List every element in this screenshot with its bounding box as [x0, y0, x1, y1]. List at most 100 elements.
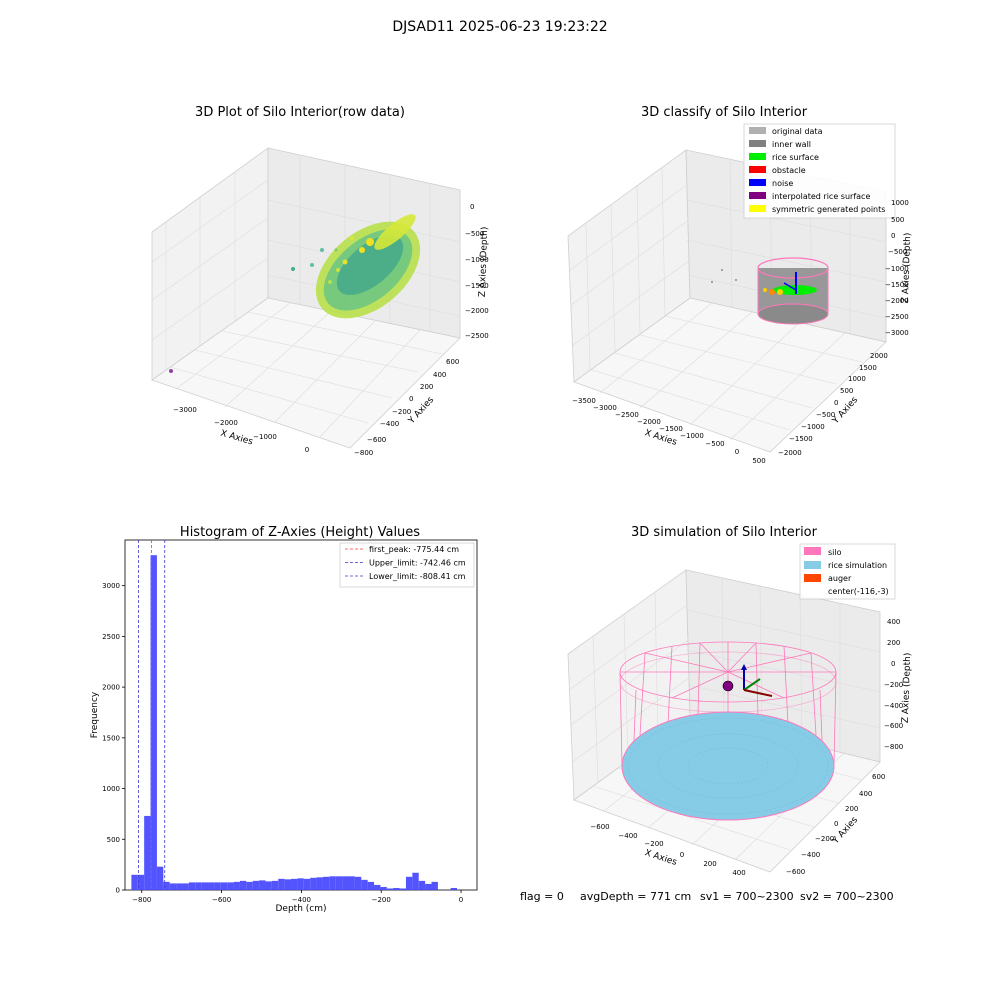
histogram-bar — [354, 876, 362, 890]
classify-legend-swatch — [749, 127, 766, 134]
classify-y-tick: 2000 — [870, 352, 888, 360]
raw-y-tick: 600 — [446, 358, 459, 366]
histogram-bar — [393, 887, 400, 890]
figure-title: DJSAD11 2025-06-23 19:23:22 — [392, 19, 607, 35]
classify-legend-swatch — [749, 192, 766, 199]
histogram-y-ticks: 0 500 1000 1500 2000 2500 3000 — [102, 582, 125, 895]
raw-panel-title: 3D Plot of Silo Interior(row data) — [195, 105, 405, 120]
classify-y-tick: −500 — [816, 411, 835, 419]
simulation-z-label: Z Axies (Depth) — [901, 653, 913, 724]
histogram-bar — [303, 878, 311, 890]
status-sv2: sv2 = 700~2300 — [800, 890, 894, 903]
classify-y-tick: −1500 — [789, 435, 813, 443]
histogram-legend-label: Lower_limit: -808.41 cm — [369, 572, 466, 581]
raw-y-tick: −200 — [392, 408, 411, 416]
histogram-bar — [246, 881, 253, 890]
raw-y-tick: −800 — [354, 449, 373, 457]
histogram-y-tick-label: 500 — [107, 836, 120, 844]
histogram-x-label: Depth (cm) — [275, 904, 326, 914]
histogram-bar — [335, 876, 343, 890]
raw-y-ticks: 600 400 200 0 −200 −400 −600 −800 — [354, 358, 459, 457]
raw-axes-box — [151, 147, 461, 449]
histogram-y-tick-label: 0 — [116, 887, 120, 895]
classify-legend-swatch — [749, 179, 766, 186]
rice-simulation-surface — [621, 711, 835, 821]
classify-x-tick: 0 — [735, 448, 739, 456]
raw-y-tick: −600 — [367, 436, 386, 444]
classify-z-label: Z Axies (Depth) — [901, 233, 913, 304]
simulation-y-tick: −400 — [801, 851, 820, 859]
histogram-bar — [137, 874, 145, 890]
classify-legend-label: interpolated rice surface — [772, 192, 870, 201]
raw-x-tick: −1000 — [253, 433, 277, 441]
classify-x-tick: 500 — [752, 457, 765, 465]
histogram-bar — [265, 881, 272, 890]
simulation-legend-label: rice simulation — [828, 561, 887, 570]
histogram-bar — [201, 882, 209, 890]
histogram-bar — [233, 881, 240, 890]
raw-x-tick: 0 — [305, 446, 309, 454]
simulation-y-tick: −600 — [786, 868, 805, 876]
raw-x-tick: −2000 — [214, 419, 238, 427]
histogram-bar — [182, 883, 189, 890]
histogram-bar — [169, 883, 177, 890]
raw-x-ticks: −3000 −2000 −1000 0 — [173, 406, 309, 454]
histogram-bar — [188, 882, 196, 890]
histogram-title: Histogram of Z-Axies (Height) Values — [180, 525, 420, 540]
classify-y-tick: 0 — [834, 399, 838, 407]
classify-x-tick: −3500 — [572, 397, 596, 405]
simulation-y-tick: −200 — [815, 835, 834, 843]
classify-z-tick: −500 — [888, 248, 907, 256]
raw-z-ticks: 0 −500 −1000 −1500 −2000 −2500 — [465, 203, 489, 340]
classify-z-tick: −1000 — [885, 265, 909, 273]
simulation-legend-swatch — [804, 574, 821, 582]
classify-z-tick: 0 — [891, 232, 895, 240]
classify-x-tick: −2500 — [615, 411, 639, 419]
classify-x-tick: −1000 — [680, 432, 704, 440]
histogram-x-tick-label: −400 — [292, 896, 311, 904]
histogram-bar — [297, 878, 304, 890]
simulation-x-tick: −600 — [590, 823, 609, 831]
classify-legend-label: symmetric generated points — [772, 205, 885, 214]
classify-legend-label: original data — [772, 127, 823, 136]
simulation-z-ticks: 400 200 0 −200 −400 −600 −800 — [884, 618, 903, 751]
classify-z-tick: 500 — [891, 216, 904, 224]
histogram-bar — [214, 882, 221, 890]
histogram-x-tick-label: −600 — [212, 896, 231, 904]
classify-y-tick: 1000 — [848, 375, 866, 383]
histogram-bar — [271, 880, 279, 890]
histogram-bar — [163, 881, 170, 890]
simulation-z-tick: −400 — [884, 702, 903, 710]
histogram-bar — [316, 877, 323, 890]
simulation-y-tick: 400 — [859, 790, 872, 798]
simulation-legend-label: auger — [828, 574, 852, 583]
raw-z-label: Z Axies (Depth) — [478, 227, 490, 298]
raw-z-tick: 0 — [470, 203, 474, 211]
histogram-bar — [310, 877, 317, 890]
raw-z-tick: −2500 — [465, 332, 489, 340]
simulation-y-ticks: 600 400 200 0 −200 −400 −600 — [786, 773, 885, 876]
classify-y-ticks: 2000 1500 1000 500 0 −500 −1000 −1500 −2… — [778, 352, 888, 457]
classify-legend-label: inner wall — [772, 140, 811, 149]
simulation-legend-label: center(-116,-3) — [828, 587, 889, 596]
histogram-bar — [322, 876, 330, 890]
classify-point-cloud — [711, 257, 829, 325]
histogram-bar — [367, 881, 375, 890]
classify-legend-label: obstacle — [772, 166, 806, 175]
histogram-bar — [291, 878, 298, 890]
simulation-3d-panel: 3D simulation of Silo Interior — [567, 525, 913, 877]
simulation-y-tick: 200 — [845, 805, 858, 813]
simulation-z-tick: 400 — [887, 618, 900, 626]
raw-3d-panel: 3D Plot of Silo Interior(row data) — [151, 105, 490, 457]
raw-z-tick: −2000 — [465, 307, 489, 315]
simulation-legend: silo rice simulation auger center(-116,-… — [799, 543, 896, 600]
simulation-z-tick: −200 — [884, 681, 903, 689]
simulation-panel-title: 3D simulation of Silo Interior — [631, 525, 818, 540]
status-flag: flag = 0 — [520, 890, 564, 903]
classify-legend-swatch — [749, 153, 766, 160]
raw-z-tick: −1500 — [465, 282, 489, 290]
histogram-bar — [284, 879, 292, 890]
histogram-bar — [329, 876, 336, 890]
classify-y-tick: −2000 — [778, 449, 802, 457]
